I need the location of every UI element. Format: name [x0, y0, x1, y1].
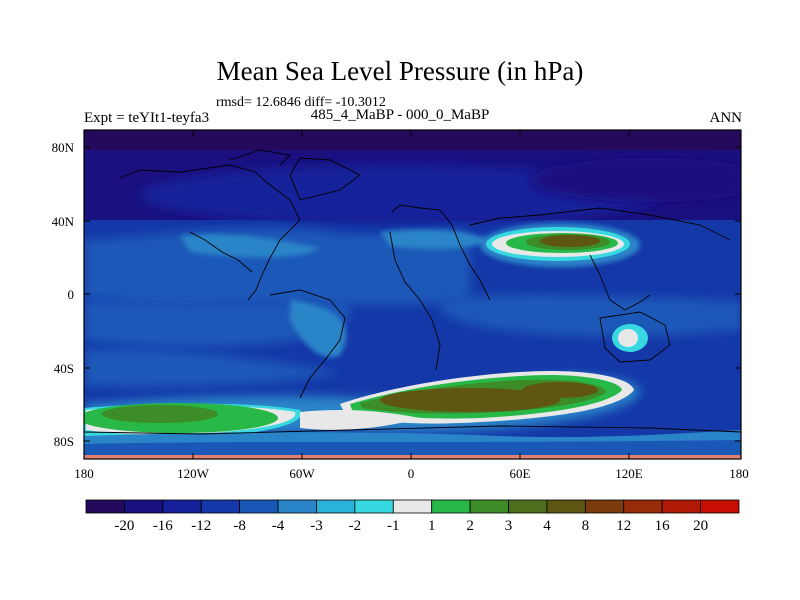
- colorbar-label: -12: [191, 518, 212, 534]
- colorbar-swatch: [623, 499, 663, 514]
- colorbar-swatch: [162, 499, 202, 514]
- coastlines: [84, 149, 741, 435]
- lon-label-180e: 180: [729, 466, 749, 481]
- colorbar-swatch: [85, 499, 125, 514]
- lat-label-0: 0: [67, 287, 75, 302]
- lon-label-0: 0: [407, 466, 415, 481]
- lon-label-60w: 60W: [289, 466, 315, 481]
- colorbar-label: 8: [581, 518, 590, 534]
- colorbar-swatch: [469, 499, 509, 514]
- colorbar-swatch: [546, 499, 586, 514]
- colorbar-swatch: [431, 499, 471, 514]
- colorbar-label: -1: [387, 518, 400, 534]
- season-label: ANN: [709, 110, 743, 126]
- lon-label-120e: 120E: [615, 466, 643, 481]
- lat-label-40s: 40S: [53, 361, 74, 376]
- colorbar-swatch: [316, 499, 356, 514]
- lat-label-40n: 40N: [51, 214, 74, 229]
- axis-ticks: [84, 130, 741, 459]
- colorbar-label: 4: [543, 518, 551, 534]
- lon-label-180w: 180: [74, 466, 94, 481]
- colorbar-swatch: [584, 499, 625, 514]
- lon-label-60e: 60E: [509, 466, 531, 481]
- colorbar-label: 3: [504, 518, 513, 534]
- colorbar-label: -3: [310, 518, 323, 534]
- colorbar-label: 2: [466, 518, 474, 534]
- colorbar: [85, 499, 740, 514]
- colorbar-label: -8: [233, 518, 246, 534]
- colorbar-swatch: [239, 499, 279, 514]
- colorbar-swatch: [392, 499, 433, 514]
- colorbar-swatch: [200, 499, 241, 514]
- colorbar-label: 20: [693, 518, 709, 534]
- colorbar-label: 16: [654, 518, 670, 534]
- lat-label-80n: 80N: [51, 140, 74, 155]
- experiment-label: Expt = teYIt1-teyfa3: [84, 110, 210, 126]
- stats-text: rmsd= 12.6846 diff= -10.3012: [216, 95, 386, 110]
- colorbar-swatch: [508, 499, 548, 514]
- colorbar-label: -16: [152, 518, 173, 534]
- colorbar-swatch: [700, 499, 740, 514]
- colorbar-swatch: [124, 499, 164, 514]
- lat-label-80s: 80S: [53, 434, 74, 449]
- lon-label-120w: 120W: [177, 466, 209, 481]
- colorbar-label: 12: [616, 518, 632, 534]
- map-subtitle: 485_4_MaBP - 000_0_MaBP: [310, 107, 490, 123]
- colorbar-swatch: [661, 499, 701, 514]
- colorbar-label: -20: [114, 518, 135, 534]
- colorbar-label: 1: [427, 518, 436, 534]
- contour-field: [84, 130, 741, 459]
- colorbar-swatch: [354, 499, 394, 514]
- map-title: Mean Sea Level Pressure (in hPa): [216, 56, 584, 86]
- colorbar-swatch: [277, 499, 317, 514]
- colorbar-label: -4: [271, 518, 285, 534]
- colorbar-label: -2: [348, 518, 362, 534]
